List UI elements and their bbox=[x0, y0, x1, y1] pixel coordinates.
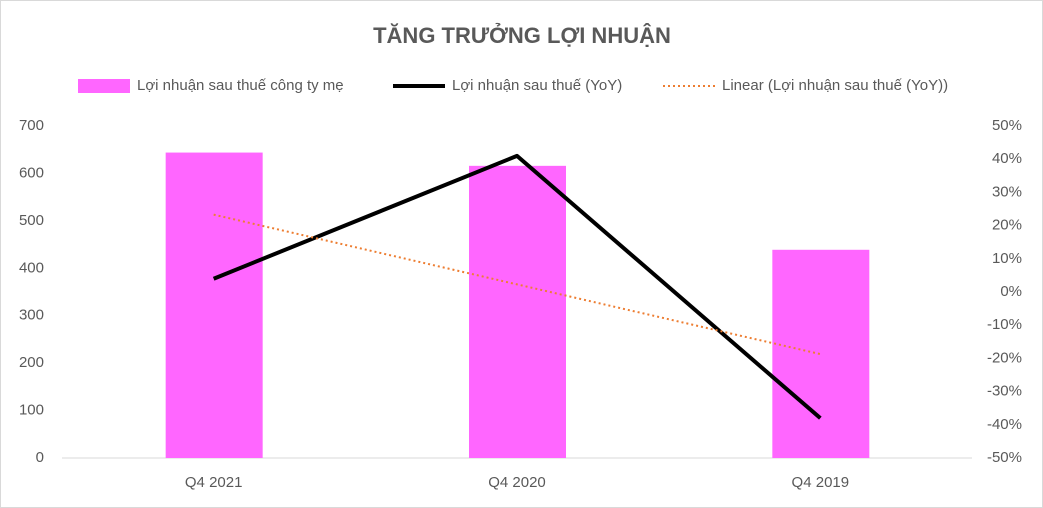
legend-swatch bbox=[78, 79, 130, 93]
y2-tick-label: 30% bbox=[992, 183, 1022, 200]
legend-label: Linear (Lợi nhuận sau thuế (YoY)) bbox=[722, 77, 948, 94]
y-tick-label: 200 bbox=[19, 354, 44, 371]
y2-tick-label: -40% bbox=[987, 416, 1022, 433]
y-tick-label: 400 bbox=[19, 259, 44, 276]
bar bbox=[772, 249, 870, 458]
y-tick-label: 600 bbox=[19, 164, 44, 181]
line bbox=[212, 153, 822, 420]
trend-line bbox=[213, 213, 821, 356]
y2-tick-label: -20% bbox=[987, 349, 1022, 366]
bar bbox=[165, 152, 263, 458]
y-tick-label: 700 bbox=[19, 117, 44, 134]
chart-title: TĂNG TRƯỞNG LỢI NHUẬN bbox=[373, 23, 671, 48]
y2-tick-label: 20% bbox=[992, 217, 1022, 234]
y2-tick-label: 10% bbox=[992, 250, 1022, 267]
y-tick-label: 0 bbox=[36, 449, 44, 466]
y2-tick-label: -30% bbox=[987, 383, 1022, 400]
y2-tick-label: 50% bbox=[992, 117, 1022, 134]
legend-label: Lợi nhuận sau thuế công ty mẹ bbox=[137, 77, 344, 94]
x-tick-label: Q4 2020 bbox=[488, 474, 546, 491]
x-tick-label: Q4 2019 bbox=[792, 474, 850, 491]
y2-tick-label: -10% bbox=[987, 316, 1022, 333]
y2-tick-label: 0% bbox=[1000, 283, 1022, 300]
x-tick-label: Q4 2021 bbox=[185, 474, 243, 491]
y-tick-label: 500 bbox=[19, 212, 44, 229]
y2-tick-label: -50% bbox=[987, 449, 1022, 466]
y-tick-label: 100 bbox=[19, 402, 44, 419]
y2-tick-label: 40% bbox=[992, 150, 1022, 167]
legend-label: Lợi nhuận sau thuế (YoY) bbox=[452, 77, 622, 94]
y-tick-label: 300 bbox=[19, 307, 44, 324]
bar bbox=[469, 165, 566, 458]
